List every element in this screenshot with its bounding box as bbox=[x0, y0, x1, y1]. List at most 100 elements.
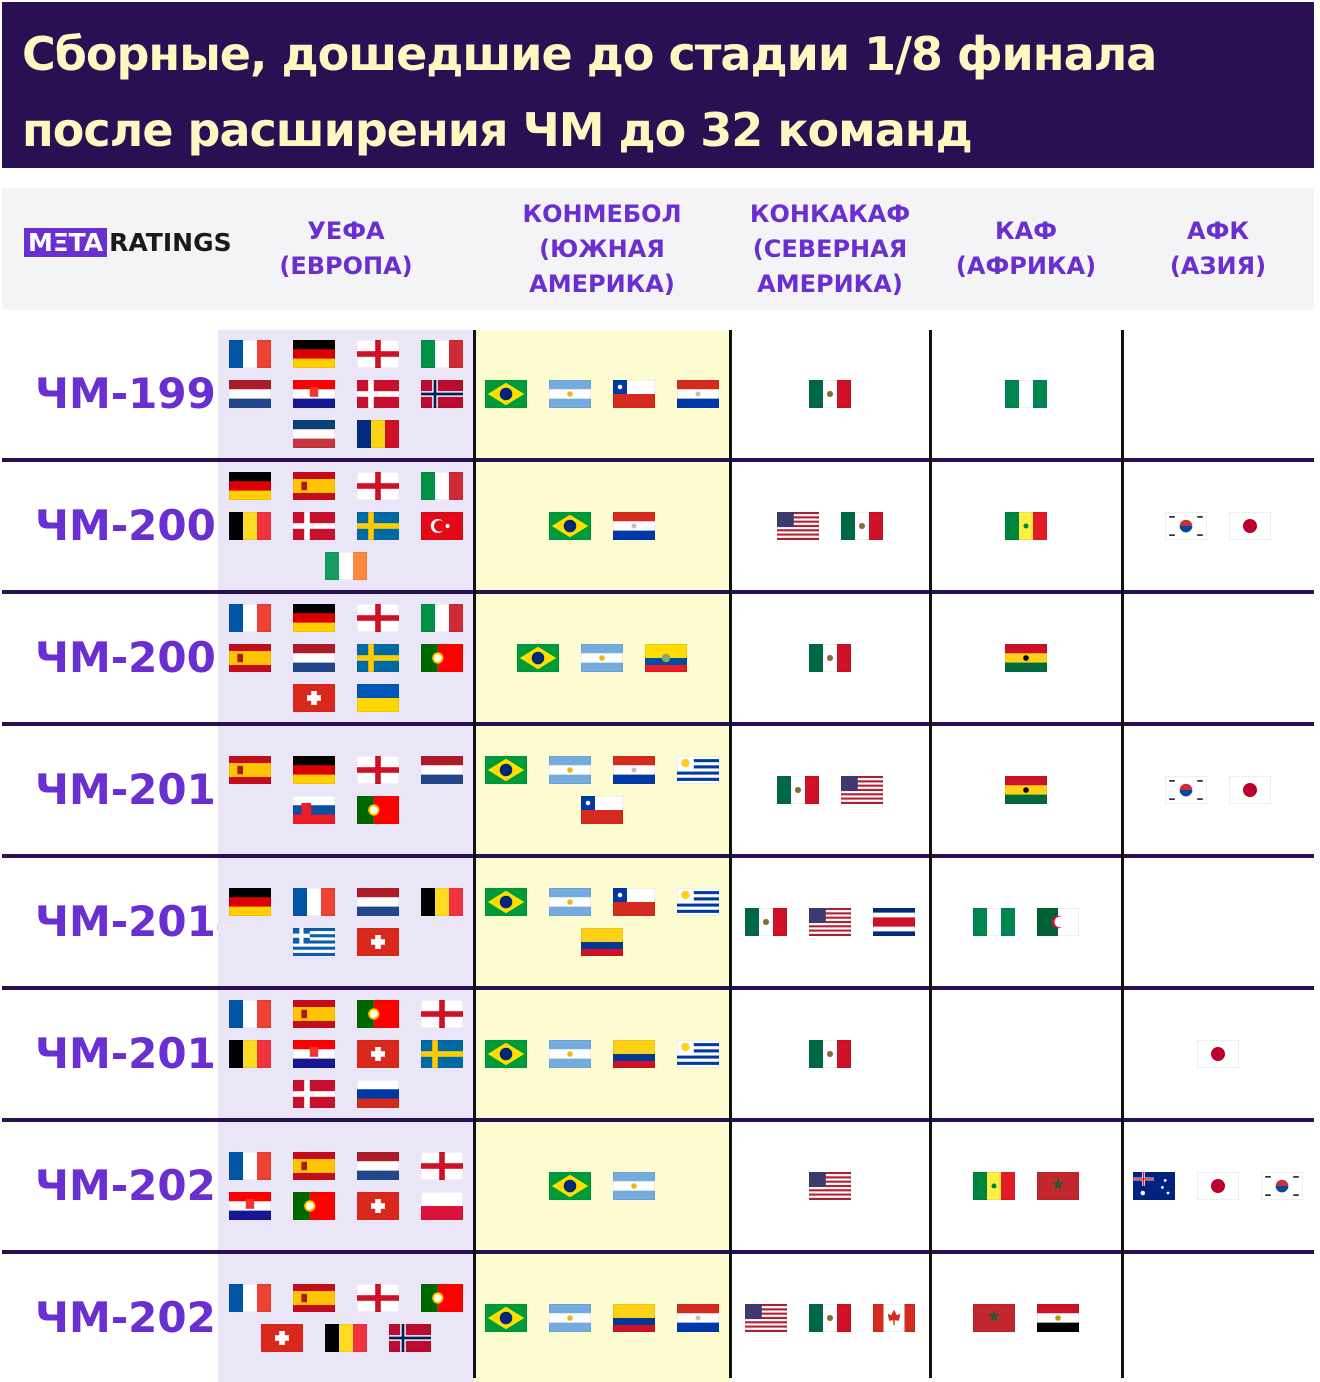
table-row: ЧМ-2018 bbox=[2, 990, 1314, 1118]
flag bbox=[357, 1040, 399, 1068]
header-row: MΞTA RATINGS УЕФА (ЕВРОПА) КОНМЕБОЛ (ЮЖНАЯ… bbox=[2, 188, 1314, 310]
flag bbox=[357, 340, 399, 368]
flag bbox=[841, 776, 883, 804]
flag bbox=[549, 1040, 591, 1068]
flag-cell bbox=[474, 990, 730, 1118]
flag bbox=[777, 776, 819, 804]
flag-cell bbox=[474, 330, 730, 458]
flag bbox=[229, 1040, 271, 1068]
flag bbox=[421, 756, 463, 784]
flag bbox=[1037, 1304, 1079, 1332]
flag bbox=[809, 380, 851, 408]
flag bbox=[1165, 512, 1207, 540]
flag-cell bbox=[218, 1254, 474, 1382]
flag bbox=[389, 1324, 431, 1352]
flag-cell bbox=[474, 858, 730, 986]
row-separator bbox=[2, 458, 1314, 462]
flag-cell bbox=[1122, 594, 1314, 722]
flag bbox=[229, 604, 271, 632]
flag bbox=[581, 644, 623, 672]
flag bbox=[1261, 1172, 1303, 1200]
flag-cell bbox=[730, 594, 930, 722]
flag bbox=[613, 888, 655, 916]
flag bbox=[293, 420, 335, 448]
row-label-cell: ЧМ-2022 bbox=[2, 1122, 245, 1250]
flag bbox=[1229, 512, 1271, 540]
table-row: ЧМ-2014 bbox=[2, 858, 1314, 986]
table-row: ЧМ-2010 bbox=[2, 726, 1314, 854]
row-separator bbox=[2, 1118, 1314, 1122]
flag-cell bbox=[218, 1122, 474, 1250]
row-label-cell: ЧМ-2014 bbox=[2, 858, 246, 986]
flag bbox=[613, 756, 655, 784]
row-label: ЧМ-1998 bbox=[35, 369, 246, 418]
flag bbox=[1133, 1172, 1175, 1200]
flag bbox=[677, 1040, 719, 1068]
flag bbox=[357, 1192, 399, 1220]
flag-cell bbox=[474, 594, 730, 722]
flag-cell bbox=[218, 594, 474, 722]
flag bbox=[293, 1152, 335, 1180]
flag-cell bbox=[1122, 330, 1314, 458]
flag bbox=[357, 512, 399, 540]
flag bbox=[293, 1080, 335, 1108]
flag bbox=[229, 340, 271, 368]
flag-cell bbox=[1122, 1122, 1314, 1250]
flag-cell bbox=[218, 462, 474, 590]
flag bbox=[229, 512, 271, 540]
table-row: ЧМ-2006 bbox=[2, 594, 1314, 722]
flag bbox=[517, 644, 559, 672]
flag bbox=[549, 380, 591, 408]
flag bbox=[485, 888, 527, 916]
flag bbox=[421, 1040, 463, 1068]
flag bbox=[809, 1040, 851, 1068]
flag bbox=[229, 888, 271, 916]
table-row: ЧМ-2002 bbox=[2, 462, 1314, 590]
flag bbox=[229, 1000, 271, 1028]
row-label: ЧМ-2014 bbox=[35, 897, 246, 946]
flag bbox=[421, 888, 463, 916]
row-label-cell: ЧМ-2026 bbox=[2, 1254, 246, 1382]
flag bbox=[677, 756, 719, 784]
flag bbox=[325, 552, 367, 580]
row-label-cell: ЧМ-2006 bbox=[2, 594, 246, 722]
flag-cell bbox=[730, 462, 930, 590]
flag bbox=[549, 756, 591, 784]
flag bbox=[677, 888, 719, 916]
flag-cell bbox=[730, 726, 930, 854]
flag bbox=[229, 756, 271, 784]
flag bbox=[421, 340, 463, 368]
flag bbox=[421, 1000, 463, 1028]
flag bbox=[1197, 1172, 1239, 1200]
title: Сборные, дошедшие до стадии 1/8 финала bbox=[22, 27, 1157, 81]
flag bbox=[229, 472, 271, 500]
flag-cell bbox=[218, 858, 474, 986]
flag bbox=[613, 1040, 655, 1068]
flag bbox=[613, 1172, 655, 1200]
flag bbox=[293, 340, 335, 368]
flag bbox=[485, 1040, 527, 1068]
flag bbox=[485, 1304, 527, 1332]
row-separator bbox=[2, 986, 1314, 990]
flag bbox=[293, 888, 335, 916]
flag bbox=[549, 1172, 591, 1200]
flag-cell bbox=[930, 726, 1122, 854]
row-label: ЧМ-2006 bbox=[35, 633, 246, 682]
flag bbox=[293, 512, 335, 540]
flag bbox=[1037, 1172, 1079, 1200]
title-banner: Сборные, дошедшие до стадии 1/8 финала п… bbox=[2, 2, 1314, 168]
flag bbox=[581, 796, 623, 824]
row-label: ЧМ-2026 bbox=[35, 1293, 246, 1342]
flag bbox=[1229, 776, 1271, 804]
flag-cell bbox=[474, 726, 730, 854]
row-label-cell: ЧМ-2018 bbox=[2, 990, 245, 1118]
flag-cell bbox=[730, 1254, 930, 1382]
flag bbox=[357, 420, 399, 448]
flag-cell bbox=[930, 858, 1122, 986]
flag-cell bbox=[1122, 858, 1314, 986]
flag bbox=[293, 604, 335, 632]
flag bbox=[293, 684, 335, 712]
flag-cell bbox=[1122, 1254, 1314, 1382]
flag bbox=[809, 908, 851, 936]
